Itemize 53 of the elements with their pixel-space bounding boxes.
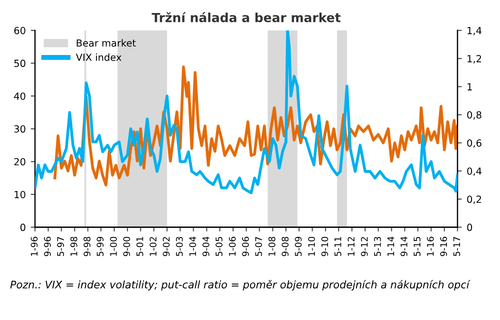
x-tick-label: 9-08 (282, 236, 289, 256)
x-tick-label: 9-14 (400, 236, 408, 256)
line-series (35, 30, 458, 194)
x-tick-label: 5-15 (414, 237, 420, 256)
x-tick-label: 1-04 (189, 236, 196, 256)
y2-tick-label: 0,6 (467, 139, 482, 148)
x-tick-label: 5-03 (176, 236, 183, 256)
x-tick-label: 5-17 (453, 237, 460, 256)
y-tick-label: 20 (14, 158, 26, 166)
x-tick-label: 5-13 (374, 236, 381, 256)
x-tick-label: 1-98 (70, 236, 78, 256)
x-tick-label: 1-02 (150, 237, 156, 256)
x-tick-label: 5-07 (255, 237, 262, 256)
chart-title: Tržní nálada a bear market (152, 12, 341, 22)
x-tick-label: 9-10 (321, 236, 328, 256)
x-tick-label: 9-02 (162, 237, 170, 256)
x-tick-label: 1-96 (30, 236, 38, 256)
text: Pozn.: VIX = index volatility; put-call ratio = poměr objemu prodejních a nákupních opcí (10, 280, 471, 290)
legend-label: VIX index (76, 53, 122, 61)
x-tick-label: 5-01 (136, 237, 144, 256)
x-tick-label: 5-11 (334, 237, 342, 256)
x-tick-label: 9-04 (202, 236, 210, 256)
y-tick-label: 60 (14, 26, 26, 34)
x-tick-label: 1-14 (387, 236, 394, 256)
x-tick-label: 5-09 (294, 236, 302, 256)
y2-tick-label: 1,4 (468, 27, 482, 36)
x-tick-label: 9-00 (123, 236, 130, 256)
x-tick-label: 1-08 (268, 236, 276, 256)
x-tick-label: 1-00 (110, 236, 117, 256)
x-tick-label: 9-16 (440, 236, 447, 256)
x-tick-label: 9-06 (242, 236, 249, 256)
x-tick-label: 5-05 (216, 237, 222, 256)
y2-tick-label: 0,4 (467, 167, 482, 176)
x-tick-label: 9-12 (360, 237, 368, 256)
y2-tick-label: 1 (468, 83, 472, 90)
x-tick-label: 5-99 (96, 236, 104, 256)
x-tick-label: 1-16 (426, 236, 434, 256)
x-tick-label: 1-10 (308, 236, 315, 256)
x-tick-label: 1-06 (228, 236, 236, 256)
y-tick-label: 0 (20, 224, 26, 232)
x-tick-label: 1-12 (348, 237, 354, 256)
y2-tick-label: 0,2 (467, 196, 482, 204)
x-tick-label: 9-98 (84, 236, 90, 256)
y2-tick-label: 0,8 (467, 111, 482, 120)
y2-tick-label: 0 (467, 224, 472, 232)
x-tick-label: 5-97 (57, 237, 64, 256)
y-tick-label: 40 (14, 92, 26, 100)
y-tick-label: 50 (14, 60, 26, 68)
y2-tick-label: 1,2 (468, 54, 482, 64)
band-label: Bear market (76, 39, 136, 47)
x-tick-label: 9-96 (44, 236, 51, 256)
y-tick-label: 30 (14, 125, 26, 133)
y-tick-label: 10 (14, 190, 26, 198)
